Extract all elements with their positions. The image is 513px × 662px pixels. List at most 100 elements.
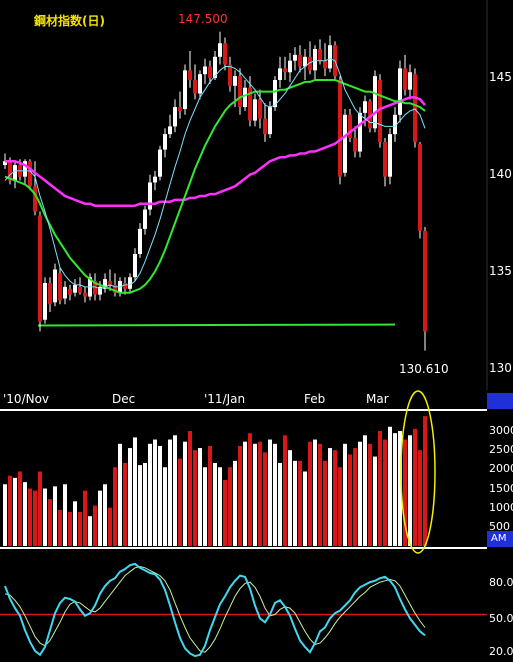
volume-bar bbox=[413, 428, 417, 546]
volume-bar bbox=[148, 443, 152, 546]
candle-body bbox=[388, 134, 392, 177]
candle-body bbox=[288, 60, 292, 73]
volume-bar bbox=[258, 441, 262, 546]
candle-body bbox=[103, 279, 107, 289]
candle-body bbox=[113, 284, 117, 293]
candle-body bbox=[98, 286, 102, 295]
price-tick-label: 135.0 bbox=[489, 264, 513, 278]
candle-body bbox=[28, 161, 32, 187]
stoch-k-line bbox=[4, 562, 426, 658]
volume-bar bbox=[108, 507, 112, 546]
candle-body bbox=[153, 176, 157, 183]
candle-body bbox=[3, 161, 7, 166]
candle-body bbox=[43, 283, 47, 320]
volume-bar bbox=[348, 454, 352, 546]
volume-bar bbox=[313, 439, 317, 546]
volume-bar bbox=[378, 431, 382, 546]
volume-bar bbox=[383, 439, 387, 546]
volume-bar bbox=[193, 450, 197, 546]
candle-body bbox=[363, 101, 367, 113]
candle-body bbox=[33, 186, 37, 212]
volume-bar bbox=[323, 460, 327, 546]
candle-body bbox=[63, 286, 67, 299]
candle-body bbox=[353, 138, 357, 152]
date-tick-label: Dec bbox=[112, 392, 136, 406]
volume-bar bbox=[253, 443, 257, 546]
volume-bar bbox=[28, 488, 32, 546]
candle-body bbox=[268, 107, 272, 135]
candle-body bbox=[163, 134, 167, 150]
candle-body bbox=[223, 43, 227, 65]
candle-body bbox=[13, 165, 17, 181]
candle-body bbox=[123, 283, 127, 289]
candle-body bbox=[198, 74, 202, 94]
candle-body bbox=[93, 281, 97, 295]
candle-body bbox=[238, 76, 242, 108]
volume-tick-label: 1000 bbox=[489, 501, 513, 514]
candle-body bbox=[283, 68, 287, 73]
candle-body bbox=[273, 80, 277, 108]
date-tick-label: '11/Jan bbox=[204, 392, 246, 406]
volume-bar bbox=[123, 462, 127, 546]
stoch-tick-label: 20.0 bbox=[489, 645, 513, 658]
candle-body bbox=[188, 70, 192, 80]
support-line bbox=[37, 323, 396, 327]
candle-body bbox=[108, 281, 112, 285]
volume-tick-label: 500 bbox=[489, 520, 510, 533]
candle-body bbox=[253, 99, 257, 121]
volume-bar bbox=[63, 484, 67, 546]
candle-body bbox=[78, 286, 82, 293]
volume-bar bbox=[18, 471, 22, 546]
volume-bar bbox=[423, 416, 427, 546]
candle-body bbox=[133, 254, 137, 278]
candle-body bbox=[328, 45, 332, 69]
candle-body bbox=[383, 141, 387, 177]
volume-bar bbox=[98, 490, 102, 546]
volume-tick-label: 2000 bbox=[489, 462, 513, 475]
volume-bar bbox=[328, 448, 332, 546]
volume-bar bbox=[58, 509, 62, 546]
candle-body bbox=[183, 70, 187, 109]
volume-bar bbox=[128, 448, 132, 546]
candle-body bbox=[73, 284, 77, 293]
volume-bar bbox=[178, 458, 182, 546]
volume-bar bbox=[173, 435, 177, 546]
date-tick-label: Feb bbox=[304, 392, 326, 406]
candle-body bbox=[38, 215, 42, 322]
candle-body bbox=[148, 182, 152, 210]
volume-bar bbox=[158, 445, 162, 546]
candle-body bbox=[398, 68, 402, 115]
stoch-d-line bbox=[4, 565, 426, 653]
volume-bar bbox=[243, 441, 247, 546]
volume-bar bbox=[358, 441, 362, 546]
candle-body bbox=[128, 277, 132, 289]
volume-bar bbox=[48, 499, 52, 546]
volume-bar bbox=[318, 443, 322, 546]
candle-body bbox=[8, 161, 12, 181]
volume-bar bbox=[183, 441, 187, 546]
volume-bar bbox=[203, 467, 207, 546]
candle-body bbox=[258, 99, 262, 119]
candle-body bbox=[248, 87, 252, 121]
candle-body bbox=[53, 269, 57, 303]
stoch-tick-label: 50.0 bbox=[489, 612, 513, 625]
chart-title: 鋼材指数(日) bbox=[34, 14, 105, 28]
candle-body bbox=[338, 80, 342, 177]
candle-body bbox=[138, 228, 142, 254]
volume-bar bbox=[283, 435, 287, 546]
low-price-label: 130.610 bbox=[399, 362, 449, 376]
volume-bar bbox=[43, 488, 47, 546]
price-tick-label: 140.0 bbox=[489, 167, 513, 181]
volume-bar bbox=[3, 484, 7, 546]
volume-bar bbox=[213, 462, 217, 546]
volume-bar bbox=[88, 516, 92, 546]
volume-bar bbox=[388, 426, 392, 546]
volume-bar bbox=[393, 433, 397, 546]
volume-bar bbox=[168, 439, 172, 546]
candle-body bbox=[308, 56, 312, 71]
volume-bar bbox=[103, 484, 107, 546]
volume-bar bbox=[73, 501, 77, 546]
candle-body bbox=[58, 273, 62, 301]
volume-bar bbox=[418, 450, 422, 546]
candle-body bbox=[208, 66, 212, 79]
